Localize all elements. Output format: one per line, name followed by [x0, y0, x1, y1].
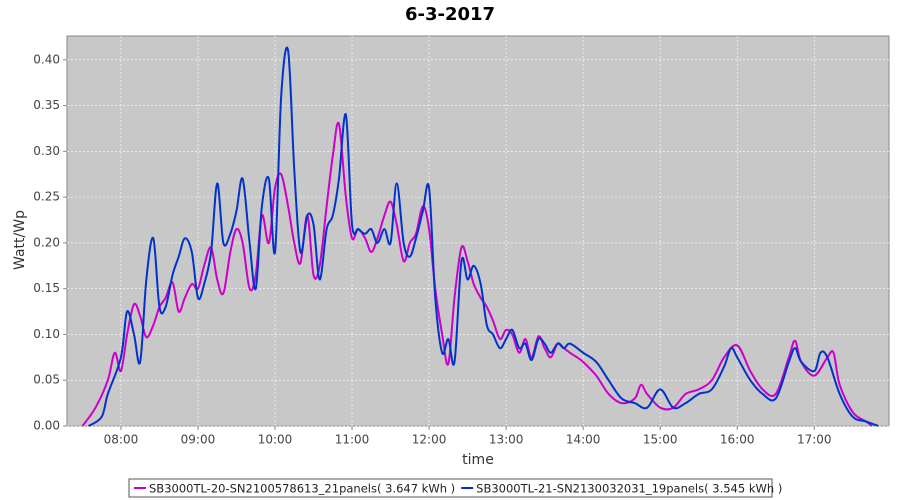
- x-tick-label: 13:00: [489, 433, 524, 447]
- plot-area: [66, 35, 890, 427]
- x-axis-label: time: [462, 452, 494, 468]
- y-tick-label: 0.35: [33, 98, 60, 112]
- legend-box: [128, 478, 773, 498]
- x-tick-label: 11:00: [335, 433, 370, 447]
- y-tick-label: 0.25: [33, 190, 60, 204]
- legend-label: SB3000TL-21-SN2130032031_19panels( 3.545…: [476, 482, 782, 496]
- x-tick-label: 09:00: [181, 433, 216, 447]
- x-tick-label: 10:00: [258, 433, 293, 447]
- y-tick-label: 0.15: [33, 281, 60, 295]
- x-tick-label: 08:00: [104, 433, 139, 447]
- y-tick-label: 0.40: [33, 52, 60, 66]
- x-tick-label: 14:00: [566, 433, 601, 447]
- x-tick-label: 12:00: [412, 433, 447, 447]
- x-tick-label: 15:00: [643, 433, 678, 447]
- y-tick-label: 0.05: [33, 373, 60, 387]
- x-tick-label: 16:00: [720, 433, 755, 447]
- x-tick-label: 17:00: [797, 433, 832, 447]
- y-tick-label: 0.20: [33, 235, 60, 249]
- y-axis-label: Watt/Wp: [12, 210, 28, 270]
- y-tick-label: 0.30: [33, 144, 60, 158]
- series-line: [87, 46, 879, 427]
- y-tick-label: 0.00: [33, 419, 60, 433]
- chart-title: 6-3-2017: [405, 4, 495, 25]
- y-tick-label: 0.10: [33, 327, 60, 341]
- legend-label: SB3000TL-20-SN2100578613_21panels( 3.647…: [149, 482, 455, 496]
